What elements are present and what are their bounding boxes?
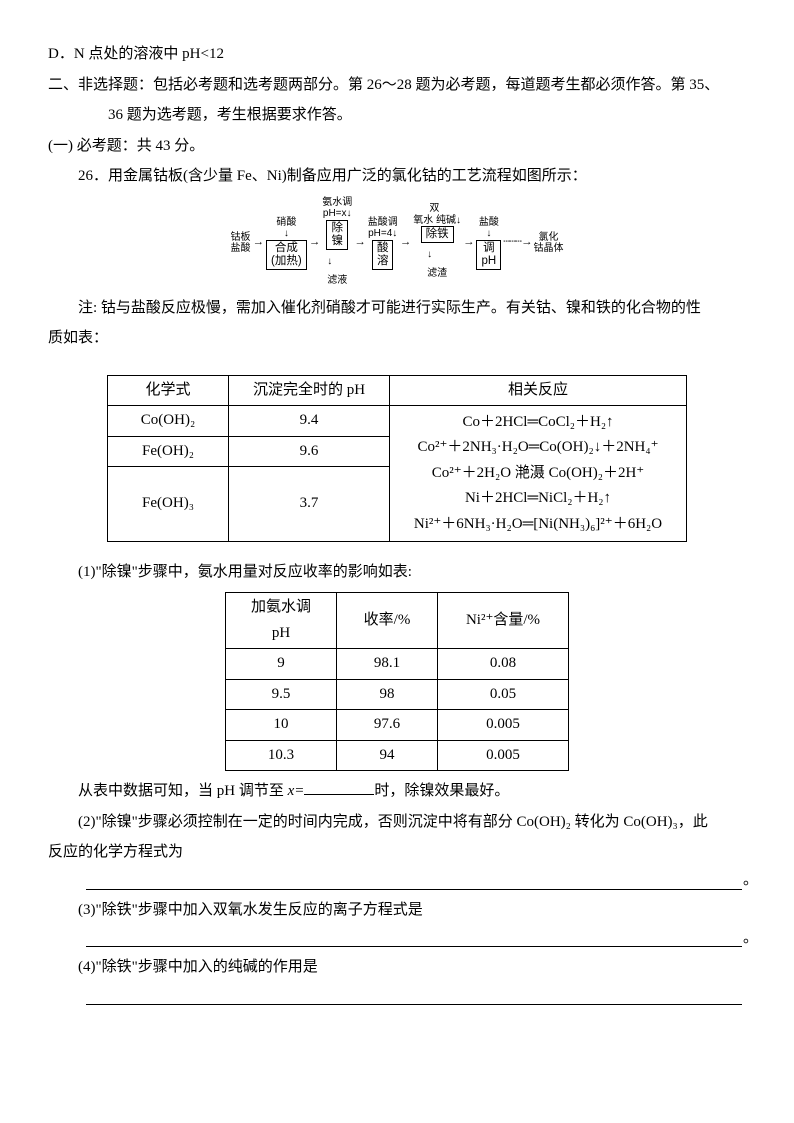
q1-footer: 从表中数据可知，当 pH 调节至 x=时，除镍效果最好。 xyxy=(48,777,746,806)
blank-x[interactable] xyxy=(304,779,374,795)
page: D．N 点处的溶液中 pH<12 二、非选择题：包括必考题和选考题两部分。第 2… xyxy=(0,0,794,1123)
t1-h3: 相关反应 xyxy=(390,375,687,406)
q26-stem: 26．用金属钴板(含少量 Fe、Ni)制备应用广泛的氯化钴的工艺流程如图所示： xyxy=(48,162,746,191)
q4: (4)"除铁"步骤中加入的纯碱的作用是 xyxy=(48,953,746,982)
q3: (3)"除铁"步骤中加入双氧水发生反应的离子方程式是 xyxy=(48,896,746,925)
table-1: 化学式 沉淀完全时的 pH 相关反应 Co(OH)₂ 9.4 Co＋2HCl═C… xyxy=(107,375,687,542)
table-row: 10.3940.005 xyxy=(226,740,569,771)
process-diagram: 钴板盐酸 → 硝酸↓ 合成(加热) → 氨水调pH=x↓ 除镍 ↓滤液 → 盐酸… xyxy=(48,197,746,290)
note-line1: 注: 钴与盐酸反应极慢，需加入催化剂硝酸才可能进行实际生产。有关钴、镍和铁的化合… xyxy=(48,294,746,323)
section-2-sub: (一) 必考题：共 43 分。 xyxy=(48,132,746,161)
answer-line[interactable] xyxy=(86,926,742,947)
section-2-header-cont: 36 题为选考题，考生根据要求作答。 xyxy=(48,101,746,130)
table-2: 加氨水调pH 收率/% Ni²⁺含量/% 998.10.08 9.5980.05… xyxy=(225,592,569,771)
note-line2: 质如表： xyxy=(48,324,746,353)
section-2-header: 二、非选择题：包括必考题和选考题两部分。第 26～28 题为必考题，每道题考生都… xyxy=(48,71,746,100)
answer-line[interactable] xyxy=(86,869,742,890)
table-row: 9.5980.05 xyxy=(226,679,569,710)
t1-h1: 化学式 xyxy=(108,375,229,406)
option-d: D．N 点处的溶液中 pH<12 xyxy=(48,40,746,69)
answer-line[interactable] xyxy=(86,984,742,1005)
t1-h2: 沉淀完全时的 pH xyxy=(229,375,390,406)
table-row: 998.10.08 xyxy=(226,649,569,680)
table-row: 加氨水调pH 收率/% Ni²⁺含量/% xyxy=(226,593,569,649)
table-row: 1097.60.005 xyxy=(226,710,569,741)
table-row: Co(OH)₂ 9.4 Co＋2HCl═CoCl₂＋H₂↑ Co²⁺＋2NH₃·… xyxy=(108,406,687,437)
q1: (1)"除镍"步骤中，氨水用量对反应收率的影响如表: xyxy=(48,558,746,587)
q2-line1: (2)"除镍"步骤必须控制在一定的时间内完成，否则沉淀中将有部分 Co(OH)₂… xyxy=(48,808,746,837)
table-row: 化学式 沉淀完全时的 pH 相关反应 xyxy=(108,375,687,406)
q2-line2: 反应的化学方程式为 xyxy=(48,838,746,867)
